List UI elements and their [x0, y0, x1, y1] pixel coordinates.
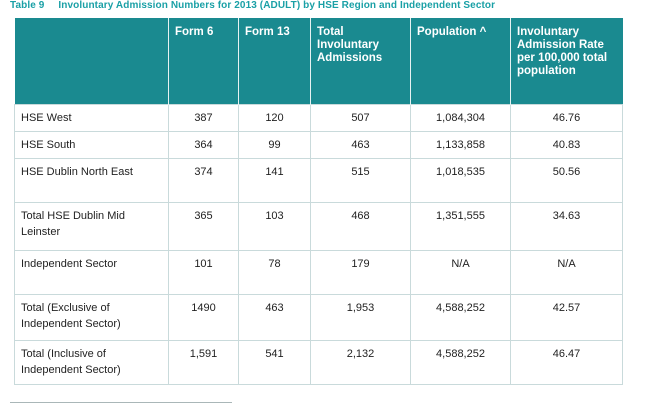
cell-total: 507	[310, 103, 411, 132]
row-label: HSE West	[14, 103, 169, 132]
cell-form-6: 364	[168, 130, 239, 159]
cell-total: 179	[310, 249, 411, 295]
header-region	[14, 18, 169, 104]
cell-total: 468	[310, 201, 411, 251]
cell-total: 463	[310, 130, 411, 159]
cell-form-6: 1,591	[168, 339, 239, 385]
cell-total: 515	[310, 157, 411, 203]
table-row: Total (Exclusive of Independent Sector) …	[14, 293, 623, 341]
cell-form-13: 103	[238, 201, 311, 251]
row-label: Independent Sector	[14, 249, 169, 295]
cell-population: 1,133,858	[410, 130, 511, 159]
header-row: Form 6 Form 13 Total Involuntary Admissi…	[14, 18, 623, 104]
cell-total: 1,953	[310, 293, 411, 341]
table-title: Involuntary Admission Numbers for 2013 (…	[58, 0, 496, 11]
header-population: Population ^	[410, 18, 511, 104]
row-label: Total (Inclusive of Independent Sector)	[14, 339, 169, 385]
row-label: HSE South	[14, 130, 169, 159]
cell-population: 4,588,252	[410, 339, 511, 385]
cell-form-13: 78	[238, 249, 311, 295]
cell-form-13: 541	[238, 339, 311, 385]
header-total-admissions: Total Involuntary Admissions	[310, 18, 411, 104]
cell-rate: N/A	[510, 249, 623, 295]
table-row: Total (Inclusive of Independent Sector) …	[14, 339, 623, 385]
cell-form-6: 1490	[168, 293, 239, 341]
cell-rate: 46.76	[510, 103, 623, 132]
row-label: Total HSE Dublin Mid Leinster	[14, 201, 169, 251]
table-row: Independent Sector 101 78 179 N/A N/A	[14, 249, 623, 295]
cell-population: N/A	[410, 249, 511, 295]
table-row: HSE West 387 120 507 1,084,304 46.76	[14, 103, 623, 132]
table-row: Total HSE Dublin Mid Leinster 365 103 46…	[14, 201, 623, 251]
cell-rate: 42.57	[510, 293, 623, 341]
cell-rate: 46.47	[510, 339, 623, 385]
table-number: Table 9	[10, 0, 45, 11]
header-form-13: Form 13	[238, 18, 311, 104]
cell-form-6: 387	[168, 103, 239, 132]
table-row: HSE South 364 99 463 1,133,858 40.83	[14, 130, 623, 159]
cell-form-13: 463	[238, 293, 311, 341]
cell-form-13: 99	[238, 130, 311, 159]
cell-rate: 40.83	[510, 130, 623, 159]
cell-form-13: 141	[238, 157, 311, 203]
cell-rate: 34.63	[510, 201, 623, 251]
cell-total: 2,132	[310, 339, 411, 385]
cell-form-13: 120	[238, 103, 311, 132]
header-admission-rate: Involuntary Admission Rate per 100,000 t…	[510, 18, 623, 104]
table-row: HSE Dublin North East 374 141 515 1,018,…	[14, 157, 623, 203]
cell-population: 1,084,304	[410, 103, 511, 132]
cell-population: 4,588,252	[410, 293, 511, 341]
cell-rate: 50.56	[510, 157, 623, 203]
cell-form-6: 365	[168, 201, 239, 251]
cell-population: 1,351,555	[410, 201, 511, 251]
cell-form-6: 101	[168, 249, 239, 295]
row-label: Total (Exclusive of Independent Sector)	[14, 293, 169, 341]
table-caption: Table 9 Involuntary Admission Numbers for…	[10, 0, 495, 11]
header-form-6: Form 6	[168, 18, 239, 104]
footnote-divider	[10, 402, 232, 403]
admissions-table: Form 6 Form 13 Total Involuntary Admissi…	[14, 18, 623, 385]
row-label: HSE Dublin North East	[14, 157, 169, 203]
cell-population: 1,018,535	[410, 157, 511, 203]
cell-form-6: 374	[168, 157, 239, 203]
